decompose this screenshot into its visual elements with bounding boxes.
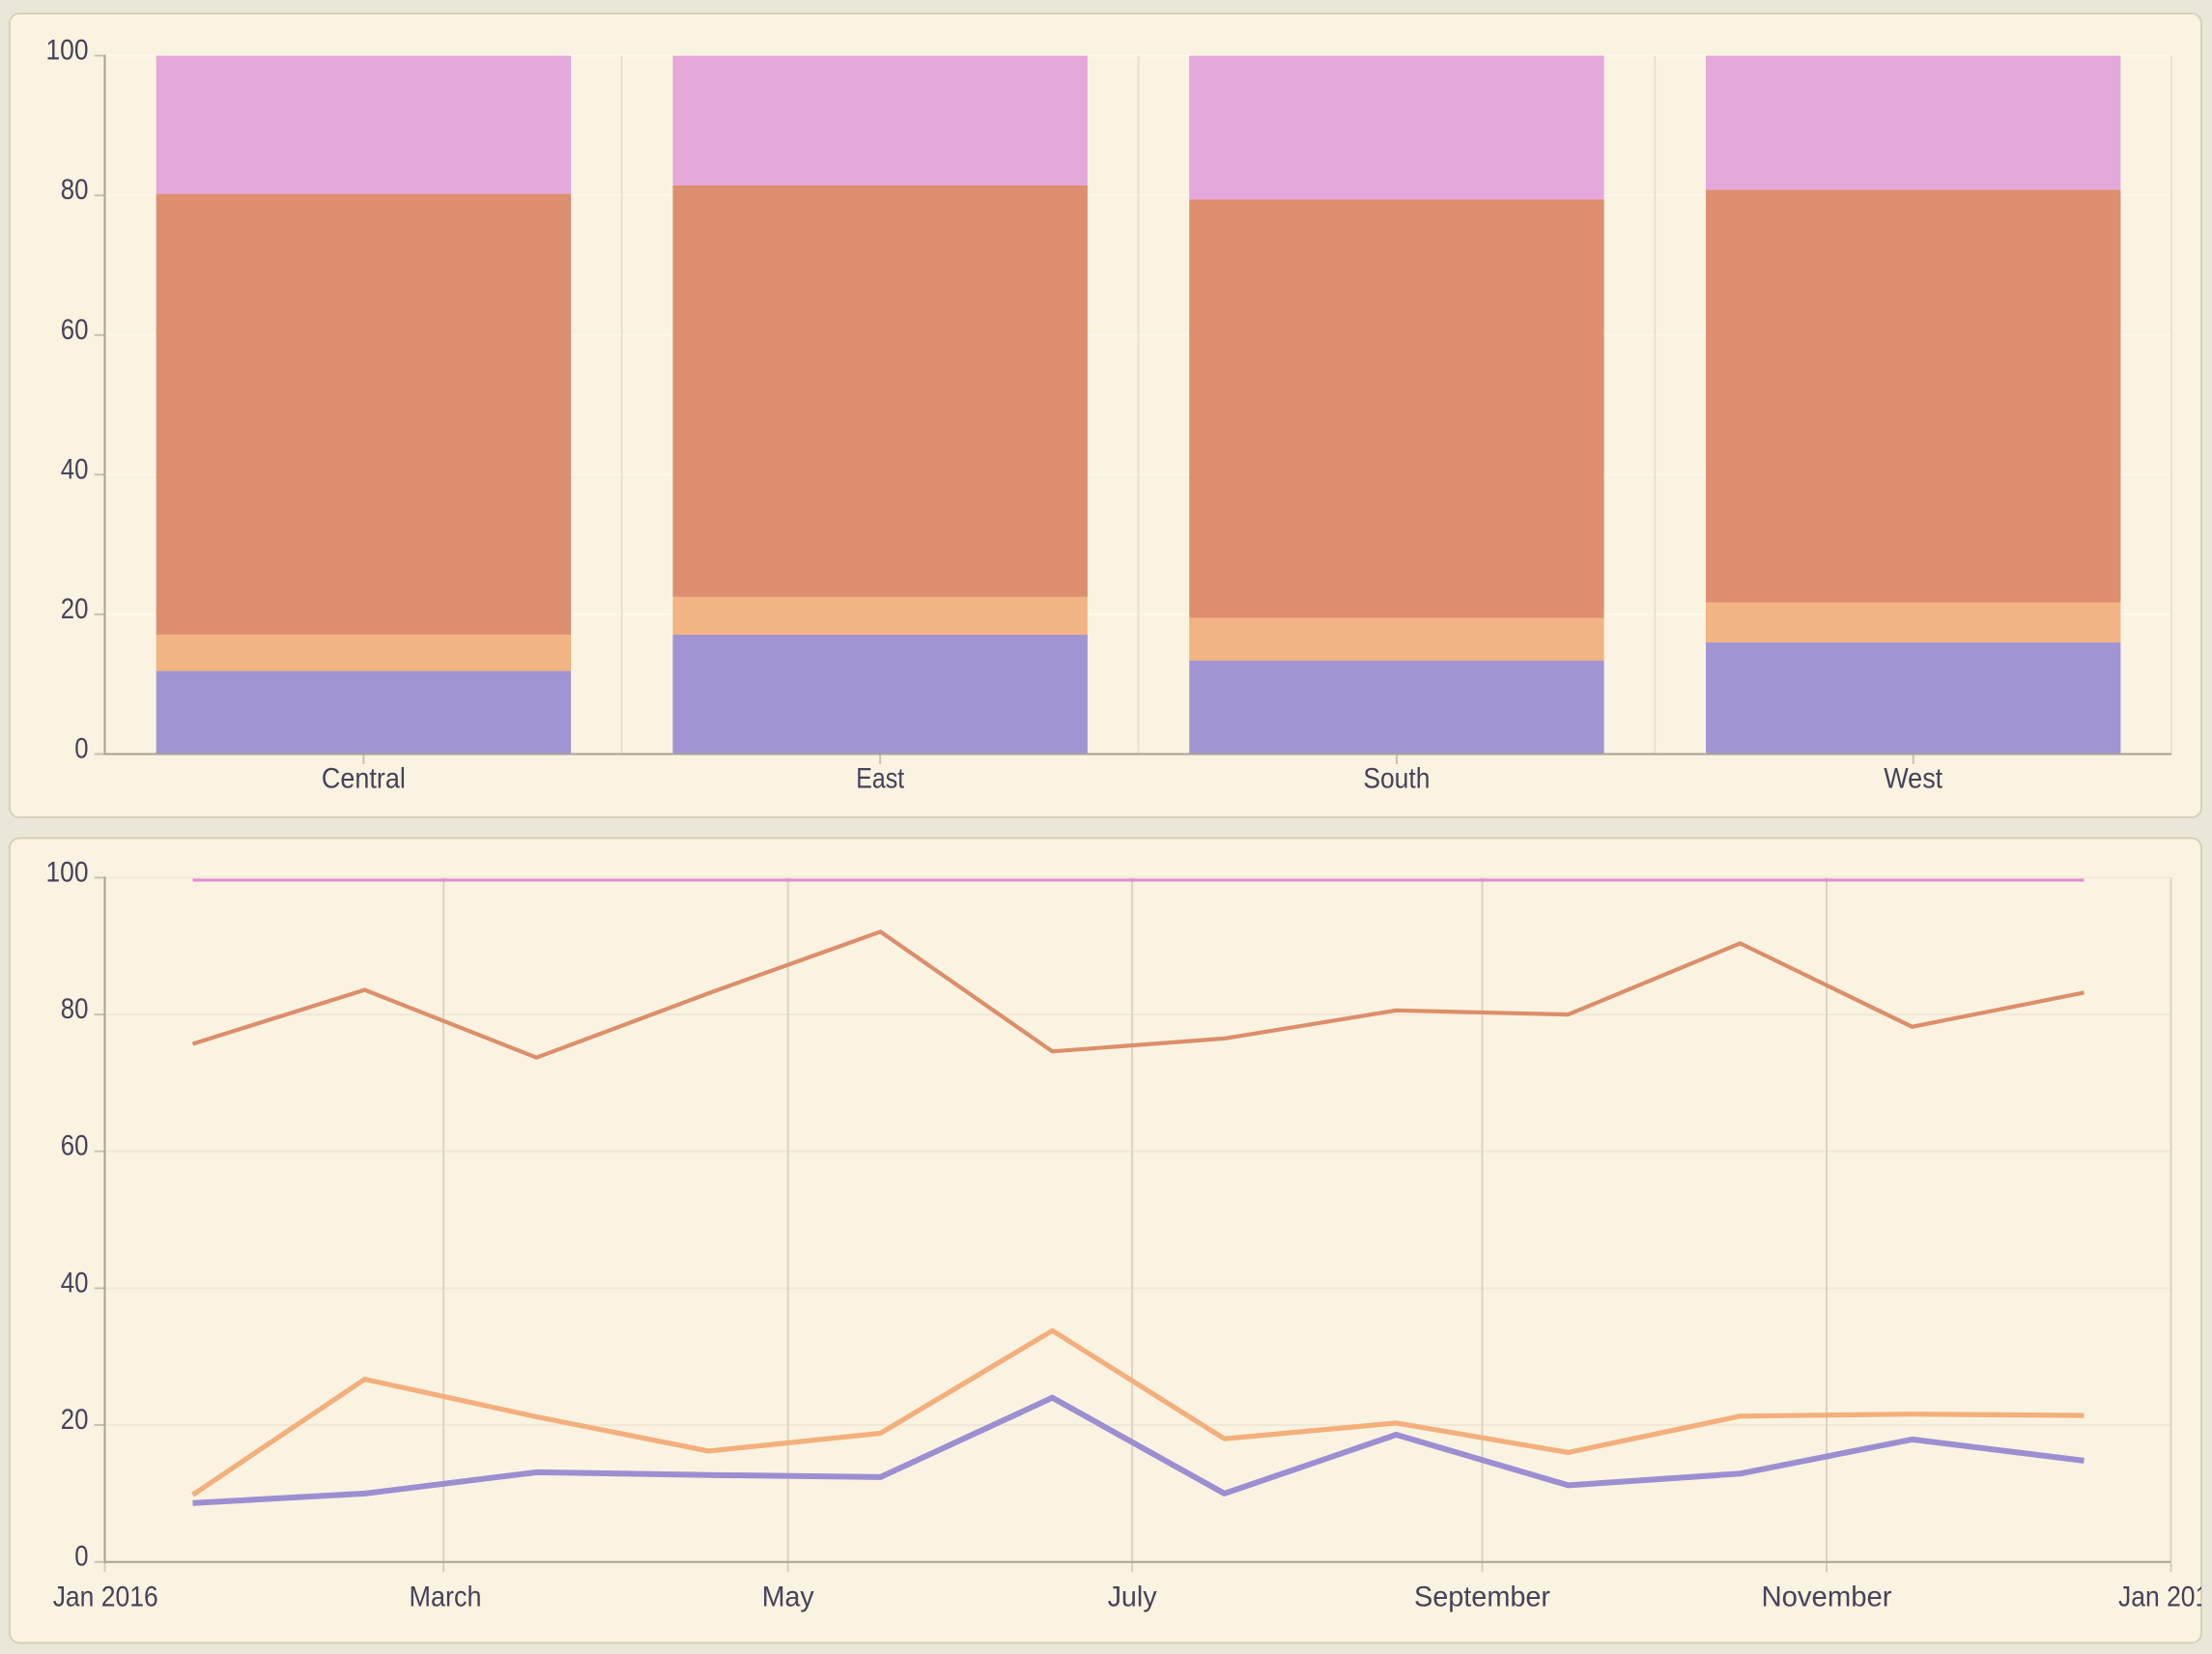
svg-text:East: East [856, 762, 905, 794]
svg-text:Jan 2017: Jan 2017 [2118, 1581, 2212, 1612]
svg-text:0: 0 [74, 733, 88, 765]
svg-text:80: 80 [61, 174, 89, 206]
svg-text:March: March [410, 1581, 482, 1612]
svg-text:South: South [1363, 762, 1430, 794]
svg-text:November: November [1762, 1581, 1892, 1612]
svg-text:20: 20 [61, 593, 89, 625]
svg-text:July: July [1108, 1581, 1157, 1612]
svg-text:September: September [1414, 1581, 1550, 1612]
svg-text:Central: Central [322, 762, 406, 794]
svg-text:West: West [1884, 762, 1943, 794]
svg-text:40: 40 [61, 1267, 89, 1298]
svg-text:Jan 2016: Jan 2016 [53, 1581, 158, 1612]
svg-text:100: 100 [46, 35, 89, 67]
svg-text:0: 0 [74, 1541, 88, 1573]
svg-text:60: 60 [61, 1130, 89, 1162]
svg-text:100: 100 [46, 856, 89, 888]
svg-text:May: May [762, 1581, 814, 1612]
svg-text:60: 60 [61, 314, 89, 346]
svg-text:40: 40 [61, 453, 89, 485]
svg-text:80: 80 [61, 993, 89, 1025]
svg-text:20: 20 [61, 1404, 89, 1436]
